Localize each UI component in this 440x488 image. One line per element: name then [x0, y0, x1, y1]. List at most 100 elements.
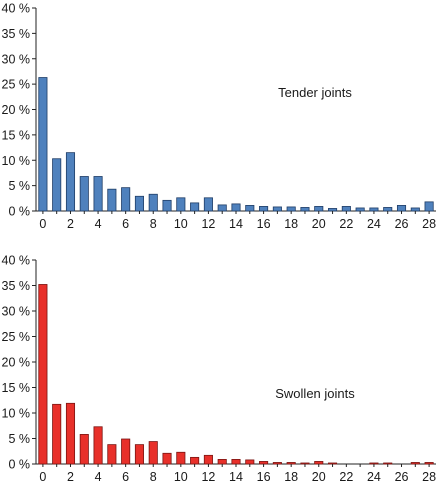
x-tick-label: 2 — [67, 470, 74, 484]
x-tick-label: 14 — [229, 217, 243, 231]
x-tick-label: 22 — [339, 217, 353, 231]
bar — [190, 456, 200, 465]
bar — [176, 197, 186, 212]
bar — [259, 206, 269, 212]
x-tick-label: 8 — [150, 217, 157, 231]
x-tick-label: 2 — [67, 217, 74, 231]
bar — [107, 188, 117, 212]
bar — [121, 438, 131, 465]
bar — [176, 451, 186, 465]
y-tick-label: 20 % — [2, 103, 31, 117]
x-tick-label: 10 — [174, 470, 188, 484]
bar — [203, 197, 213, 212]
tender-joints-chart: 0 %5 %10 %15 %20 %25 %30 %35 %40 %0 2 4 6 8 1… — [2, 2, 437, 232]
bar — [355, 207, 365, 212]
y-tick-label: 15 % — [2, 128, 31, 142]
y-tick-label: 40 % — [2, 254, 31, 268]
bar — [328, 462, 338, 465]
x-tick-label: 28 — [422, 470, 436, 484]
y-tick-label: 0 % — [8, 205, 30, 219]
y-tick-label: 10 % — [2, 407, 31, 421]
bar — [162, 452, 172, 465]
bar — [245, 459, 255, 465]
bar — [148, 441, 158, 465]
x-tick-label: 14 — [229, 470, 243, 484]
x-tick-label: 26 — [395, 470, 409, 484]
bar — [52, 158, 62, 212]
bar — [217, 204, 227, 212]
y-tick-label: 25 % — [2, 78, 31, 92]
bar — [65, 402, 76, 465]
bar — [190, 202, 200, 212]
x-tick-label: 4 — [95, 470, 102, 484]
y-tick-label: 10 % — [2, 154, 31, 168]
swollen-joints-chart: 0 %5 %10 %15 %20 %25 %30 %35 %40 %0 2 4 6 8 1… — [2, 254, 437, 485]
x-tick-label: 8 — [150, 470, 157, 484]
bar — [162, 199, 172, 212]
x-tick-label: 6 — [122, 470, 129, 484]
x-tick-label: 18 — [284, 217, 298, 231]
bar — [259, 461, 269, 465]
y-tick-label: 35 % — [2, 279, 31, 293]
bar — [203, 454, 213, 465]
y-tick-label: 20 % — [2, 356, 31, 370]
bar — [424, 201, 434, 212]
bar — [38, 77, 48, 212]
y-tick-label: 30 % — [2, 305, 31, 319]
bar — [286, 462, 296, 465]
y-tick-label: 25 % — [2, 330, 31, 344]
bar — [52, 403, 62, 465]
y-tick-label: 5 % — [8, 432, 30, 446]
bar — [148, 193, 158, 212]
y-tick-label: 0 % — [8, 458, 30, 472]
y-tick-label: 15 % — [2, 381, 31, 395]
bar — [424, 462, 434, 465]
x-tick-label: 26 — [395, 217, 409, 231]
bar — [134, 444, 144, 465]
bar — [231, 459, 241, 465]
bar — [369, 462, 379, 465]
x-tick-label: 18 — [284, 470, 298, 484]
x-tick-label: 16 — [257, 470, 271, 484]
bar — [300, 207, 310, 212]
bar — [314, 461, 324, 465]
x-tick-label: 0 — [39, 217, 46, 231]
bar — [245, 205, 255, 212]
x-tick-label: 24 — [367, 470, 381, 484]
bar — [121, 187, 131, 212]
bar — [410, 207, 420, 212]
x-tick-label: 20 — [312, 470, 326, 484]
bar — [286, 206, 296, 212]
bar — [217, 459, 227, 465]
bar — [231, 203, 241, 212]
bar — [396, 205, 407, 212]
bar — [383, 207, 393, 212]
x-tick-label: 24 — [367, 217, 381, 231]
x-tick-label: 28 — [422, 217, 436, 231]
y-tick-label: 30 % — [2, 52, 31, 66]
bar — [79, 176, 89, 212]
bar — [272, 462, 282, 465]
chart-annotation: Swollen joints — [275, 386, 355, 401]
bar — [410, 462, 420, 465]
x-tick-label: 16 — [257, 217, 271, 231]
bar — [93, 426, 103, 465]
bar — [134, 195, 144, 212]
y-tick-label: 40 % — [2, 2, 31, 16]
x-tick-label: 10 — [174, 217, 188, 231]
bar — [300, 462, 310, 465]
x-tick-label: 12 — [201, 470, 215, 484]
bar — [369, 207, 379, 212]
y-tick-label: 35 % — [2, 27, 31, 41]
bar — [341, 206, 351, 212]
bar — [79, 434, 89, 465]
x-tick-label: 0 — [39, 470, 46, 484]
bar — [65, 152, 76, 212]
bar — [328, 208, 338, 212]
chart-annotation: Tender joints — [278, 85, 352, 100]
x-tick-label: 4 — [95, 217, 102, 231]
bar — [93, 176, 103, 212]
x-tick-label: 6 — [122, 217, 129, 231]
x-tick-label: 22 — [339, 470, 353, 484]
